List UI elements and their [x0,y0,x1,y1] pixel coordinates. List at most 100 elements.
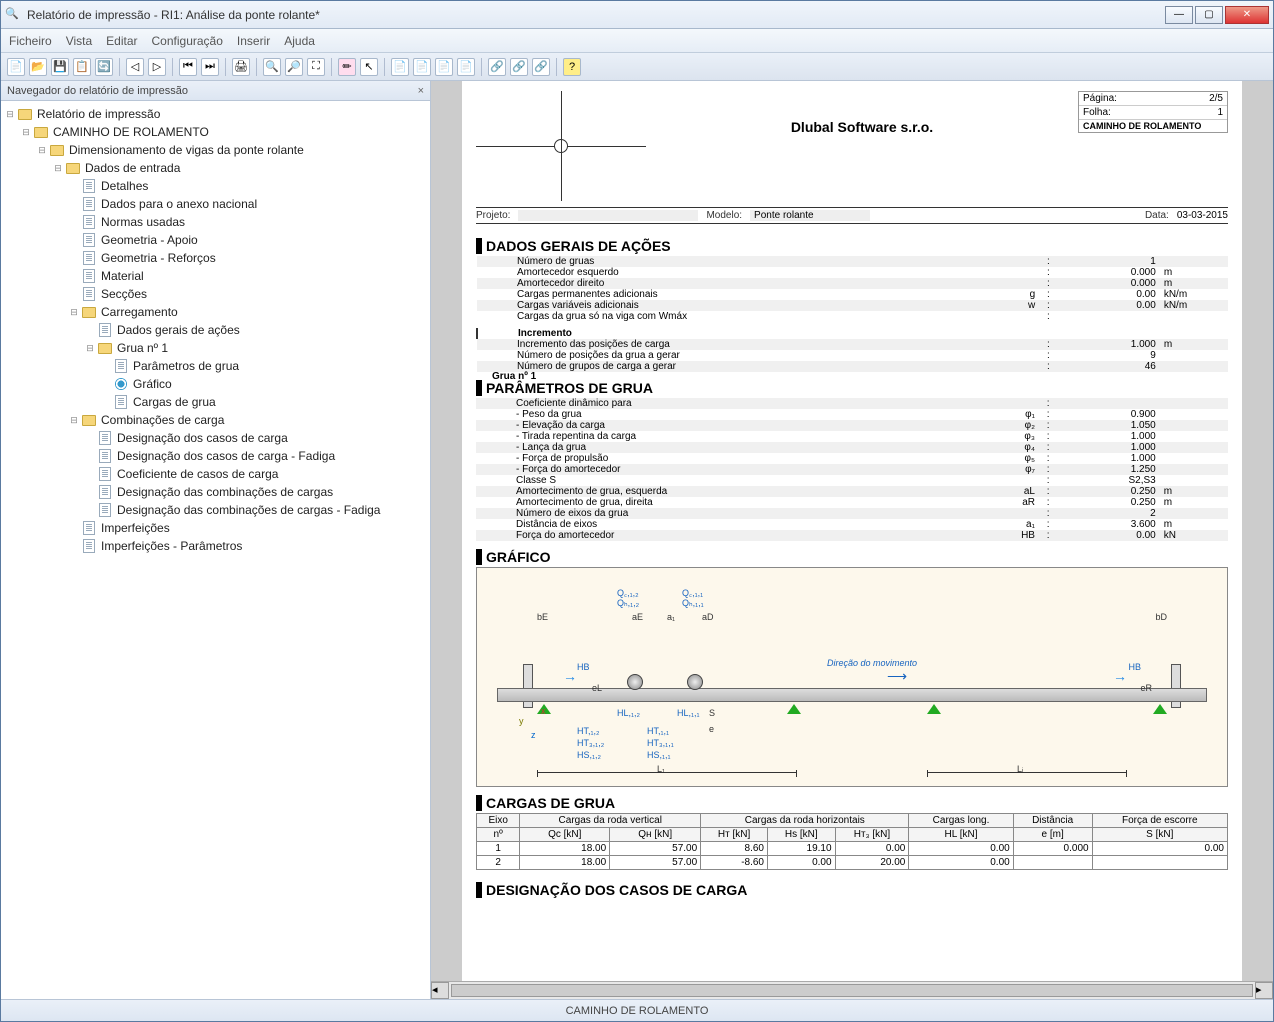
menubar: Ficheiro Vista Editar Configuração Inser… [1,29,1273,53]
tree-desigccf[interactable]: Designação dos casos de carga - Fadiga [117,449,335,463]
crane-diagram: Q꜀,₁,₂ Qₕ,₁,₂ Q꜀,₁,₁ Qₕ,₁,₁ aE a₁ aD bE … [476,567,1228,787]
navigator-title: Navegador do relatório de impressão [7,85,188,97]
tb-zoomout-icon[interactable]: 🔎 [285,58,303,76]
horizontal-scrollbar[interactable]: ◂ ▸ [431,981,1273,999]
tree-imperfparam[interactable]: Imperfeições - Parâmetros [101,539,242,553]
tb-print-icon[interactable]: 🖨 [232,58,250,76]
tree-detalhes[interactable]: Detalhes [101,179,148,193]
tb-first-icon[interactable]: ⏮ [179,58,197,76]
statusbar: CAMINHO DE ROLAMENTO [1,999,1273,1021]
tree-paramgrua[interactable]: Parâmetros de grua [133,359,239,373]
twisty-icon[interactable]: ⊟ [51,163,65,174]
tb-last-icon[interactable]: ⏭ [201,58,219,76]
twisty-icon[interactable]: ⊟ [19,127,33,138]
tree-cargasgrua[interactable]: Cargas de grua [133,395,216,409]
tb-open-icon[interactable]: 📂 [29,58,47,76]
tree-anexo[interactable]: Dados para o anexo nacional [101,197,257,211]
tb-zoomfit-icon[interactable]: ⛶ [307,58,325,76]
tree-geomref[interactable]: Geometria - Reforços [101,251,216,265]
menu-inserir[interactable]: Inserir [237,34,270,48]
tb-link3-icon[interactable]: 🔗 [532,58,550,76]
tree-desigcombf[interactable]: Designação das combinações de cargas - F… [117,503,380,517]
navigator-header: Navegador do relatório de impressão × [1,81,430,101]
tb-help-icon[interactable]: ? [563,58,581,76]
preview-scroll[interactable]: Dlubal Software s.r.o. Página:2/5 Folha:… [431,81,1273,981]
tb-doc4-icon[interactable]: 📄 [457,58,475,76]
tb-next-icon[interactable]: ▷ [148,58,166,76]
tb-cursor-icon[interactable]: ↖ [360,58,378,76]
tree-root[interactable]: Relatório de impressão [37,107,160,121]
tree-imperf[interactable]: Imperfeições [101,521,170,535]
titlebar: 🔍 Relatório de impressão - RI1: Análise … [1,1,1273,29]
project-row: Projeto: Modelo:Ponte rolante Data:03-03… [476,207,1228,224]
page-meta: Página:2/5 Folha:1 CAMINHO DE ROLAMENTO [1078,91,1228,133]
tree-carregamento[interactable]: Carregamento [101,305,178,319]
preview-pane: Dlubal Software s.r.o. Página:2/5 Folha:… [431,81,1273,999]
tree-grua1[interactable]: Grua nº 1 [117,341,168,355]
navigator-close-icon[interactable]: × [418,85,424,97]
tb-doc3-icon[interactable]: 📄 [435,58,453,76]
scroll-thumb[interactable] [451,984,1253,997]
tree-geomapoio[interactable]: Geometria - Apoio [101,233,198,247]
twisty-icon[interactable]: ⊟ [83,343,97,354]
tree-grafico[interactable]: Gráfico [133,377,172,391]
scroll-right-button[interactable]: ▸ [1255,982,1273,999]
tb-zoomin-icon[interactable]: 🔍 [263,58,281,76]
tb-doc2-icon[interactable]: 📄 [413,58,431,76]
section-parametros: PARÂMETROS DE GRUA Coeficiente dinâmico … [476,380,1228,541]
app-icon: 🔍 [5,7,21,23]
tb-copy-icon[interactable]: 📋 [73,58,91,76]
tree-dadosgerais[interactable]: Dados gerais de ações [117,323,240,337]
tree-caminho[interactable]: CAMINHO DE ROLAMENTO [53,125,209,139]
toolbar: 📄 📂 💾 📋 🔄 ◁ ▷ ⏮ ⏭ 🖨 🔍 🔎 ⛶ ✏ ↖ 📄 📄 📄 📄 🔗 … [1,53,1273,81]
section-dados-gerais: DADOS GERAIS DE AÇÕES Número de gruas:1A… [476,238,1228,372]
tree-dimens[interactable]: Dimensionamento de vigas da ponte rolant… [69,143,304,157]
tree-material[interactable]: Material [101,269,144,283]
menu-ajuda[interactable]: Ajuda [284,34,315,48]
sec4-title: CARGAS DE GRUA [476,795,1228,811]
twisty-icon[interactable]: ⊟ [35,145,49,156]
tree-normas[interactable]: Normas usadas [101,215,185,229]
report-sheet: Dlubal Software s.r.o. Página:2/5 Folha:… [462,81,1242,981]
menu-ficheiro[interactable]: Ficheiro [9,34,52,48]
grua-side-label: Grua nº 1 [492,371,536,382]
tb-select-icon[interactable]: ✏ [338,58,356,76]
tree-seccoes[interactable]: Secções [101,287,147,301]
tree: ⊟ Relatório de impressão ⊟ CAMINHO DE ROLA… [1,101,430,999]
tb-new-icon[interactable]: 📄 [7,58,25,76]
tb-save-icon[interactable]: 💾 [51,58,69,76]
minimize-button[interactable]: — [1165,6,1193,24]
window-title: Relatório de impressão - RI1: Análise da… [27,8,1165,22]
twisty-icon[interactable]: ⊟ [3,109,17,120]
loads-table: Eixo Cargas da roda vertical Cargas da r… [476,813,1228,870]
sec5-title: DESIGNAÇÃO DOS CASOS DE CARGA [476,882,1228,898]
sec2-title: PARÂMETROS DE GRUA [476,380,1228,396]
section-designacao: DESIGNAÇÃO DOS CASOS DE CARGA [476,882,1228,898]
status-text: CAMINHO DE ROLAMENTO [566,1005,709,1017]
close-button[interactable]: ✕ [1225,6,1269,24]
app-window: 🔍 Relatório de impressão - RI1: Análise … [0,0,1274,1022]
registration-mark [476,91,646,201]
sec1-title: DADOS GERAIS DE AÇÕES [476,238,1228,254]
tb-link1-icon[interactable]: 🔗 [488,58,506,76]
menu-vista[interactable]: Vista [66,34,92,48]
tb-doc1-icon[interactable]: 📄 [391,58,409,76]
tree-coefcc[interactable]: Coeficiente de casos de carga [117,467,278,481]
eye-icon [115,378,127,390]
tree-combcarga[interactable]: Combinações de carga [101,413,224,427]
tb-refresh-icon[interactable]: 🔄 [95,58,113,76]
maximize-button[interactable]: ▢ [1195,6,1223,24]
scroll-left-button[interactable]: ◂ [431,982,449,999]
menu-editar[interactable]: Editar [106,34,137,48]
section-grafico: GRÁFICO Q꜀,₁,₂ Qₕ,₁,₂ [476,549,1228,787]
tb-link2-icon[interactable]: 🔗 [510,58,528,76]
navigator-panel: Navegador do relatório de impressão × ⊟ R… [1,81,431,999]
tb-prev-icon[interactable]: ◁ [126,58,144,76]
tree-desigcomb[interactable]: Designação das combinações de cargas [117,485,333,499]
section-cargas: CARGAS DE GRUA Eixo Cargas da roda verti… [476,795,1228,870]
twisty-icon[interactable]: ⊟ [67,307,81,318]
tree-desigcc[interactable]: Designação dos casos de carga [117,431,288,445]
twisty-icon[interactable]: ⊟ [67,415,81,426]
menu-config[interactable]: Configuração [152,34,223,48]
tree-dados[interactable]: Dados de entrada [85,161,180,175]
